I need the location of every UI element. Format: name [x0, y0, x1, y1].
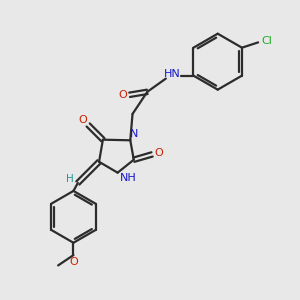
Text: N: N: [130, 129, 138, 139]
Text: HN: HN: [164, 69, 181, 79]
Text: Cl: Cl: [262, 36, 272, 46]
Text: O: O: [69, 256, 78, 267]
Text: H: H: [66, 174, 74, 184]
Text: O: O: [79, 115, 87, 125]
Text: NH: NH: [119, 173, 136, 183]
Text: O: O: [119, 90, 128, 100]
Text: O: O: [154, 148, 163, 158]
